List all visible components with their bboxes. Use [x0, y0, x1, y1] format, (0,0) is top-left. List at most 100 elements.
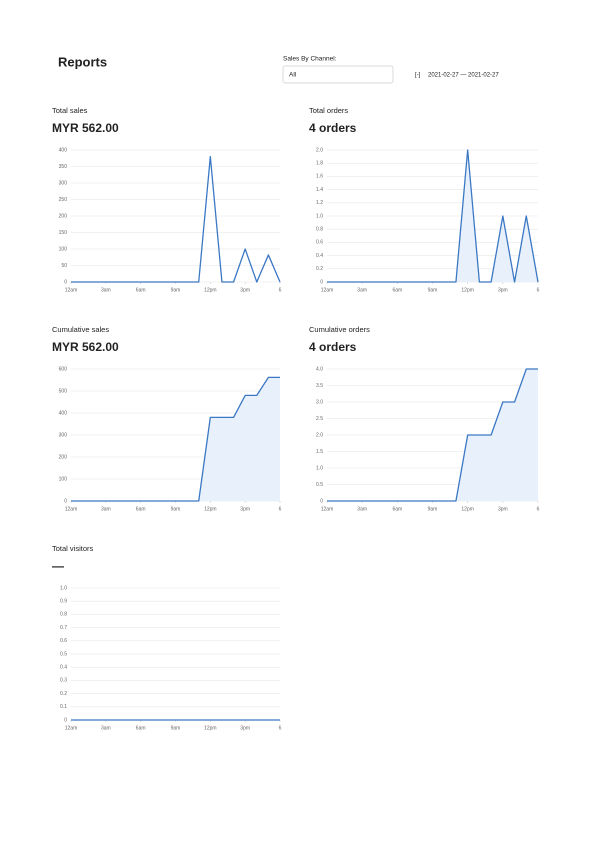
x-tick-label: 6: [279, 506, 282, 512]
x-tick-label: 6: [279, 725, 282, 731]
line: [327, 368, 538, 502]
y-tick-label: 400: [59, 147, 68, 153]
y-tick-label: 0.8: [60, 612, 67, 618]
y-tick-label: 0.5: [60, 651, 67, 657]
y-tick-label: 0.2: [60, 691, 67, 697]
y-tick-label: 100: [59, 476, 68, 482]
area: [71, 377, 280, 501]
x-tick-label: 3am: [357, 287, 367, 293]
x-tick-label: 12am: [321, 287, 334, 293]
date-range[interactable]: 2021-02-27 — 2021-02-27: [428, 73, 499, 79]
x-tick-label: 12pm: [204, 725, 217, 731]
x-tick-label: 3am: [101, 506, 111, 512]
x-tick-label: 6am: [392, 287, 402, 293]
x-tick-label: 6am: [136, 725, 146, 731]
filter-label: Sales By Channel:: [283, 56, 337, 63]
y-tick-label: 200: [59, 454, 68, 460]
y-tick-label: 0.7: [60, 625, 67, 631]
date-icon[interactable]: [-]: [415, 73, 421, 79]
x-tick-label: 9am: [171, 287, 181, 293]
y-tick-label: 1.0: [316, 465, 323, 471]
x-tick-label: 12am: [65, 725, 78, 731]
x-tick-label: 12pm: [204, 506, 217, 512]
x-tick-label: 12am: [321, 506, 334, 512]
y-tick-label: 500: [59, 388, 68, 394]
chart-summary: 4 orders: [309, 340, 357, 354]
y-tick-label: 2.0: [316, 147, 323, 153]
x-tick-label: 6: [279, 287, 282, 293]
chart-title: Total visitors: [52, 544, 94, 553]
x-tick-label: 3am: [101, 725, 111, 731]
y-tick-label: 300: [59, 432, 68, 438]
chart-summary: 4 orders: [309, 121, 357, 135]
y-tick-label: 300: [59, 180, 68, 186]
y-tick-label: 400: [59, 410, 68, 416]
x-tick-label: 3pm: [498, 506, 508, 512]
y-tick-label: 1.0: [316, 213, 323, 219]
chart-summary: MYR 562.00: [52, 340, 119, 354]
y-tick-label: 1.2: [316, 200, 323, 206]
x-tick-label: 12pm: [204, 287, 217, 293]
chart-title: Total sales: [52, 106, 88, 115]
x-tick-label: 9am: [428, 287, 438, 293]
y-tick-label: 0: [320, 498, 323, 504]
x-tick-label: 3am: [357, 506, 367, 512]
y-tick-label: 1.8: [316, 161, 323, 167]
y-tick-label: 0: [320, 279, 323, 285]
line: [327, 149, 539, 283]
y-tick-label: 600: [59, 366, 68, 372]
x-tick-label: 9am: [171, 506, 181, 512]
x-tick-label: 3am: [101, 287, 111, 293]
y-tick-label: 0.5: [316, 482, 323, 488]
x-tick-label: 3pm: [498, 287, 508, 293]
y-tick-label: 1.0: [60, 585, 67, 591]
y-tick-label: 0: [64, 279, 67, 285]
y-tick-label: 0.9: [60, 599, 67, 605]
y-tick-label: 150: [59, 230, 68, 236]
y-tick-label: 4.0: [316, 366, 323, 372]
page-title: Reports: [58, 54, 107, 69]
chart-summary: —: [52, 559, 64, 573]
line: [71, 376, 280, 502]
select-value: All: [289, 72, 297, 79]
y-tick-label: 0.6: [316, 240, 323, 246]
x-tick-label: 12am: [65, 506, 78, 512]
y-tick-label: 1.6: [316, 174, 323, 180]
y-tick-label: 0.6: [60, 638, 67, 644]
x-tick-label: 6am: [136, 287, 146, 293]
y-tick-label: 350: [59, 164, 68, 170]
channel-select[interactable]: [282, 65, 394, 84]
x-tick-label: 3pm: [240, 506, 250, 512]
y-tick-label: 200: [59, 213, 68, 219]
x-tick-label: 6: [537, 287, 540, 293]
x-tick-label: 6am: [136, 506, 146, 512]
chart-title: Cumulative orders: [309, 325, 370, 334]
y-tick-label: 100: [59, 246, 68, 252]
area: [327, 369, 538, 501]
y-tick-label: 250: [59, 197, 68, 203]
y-tick-label: 3.0: [316, 399, 323, 405]
chart-summary: MYR 562.00: [52, 121, 119, 135]
y-tick-label: 2.5: [316, 416, 323, 422]
x-tick-label: 12am: [65, 287, 78, 293]
y-tick-label: 0.2: [316, 266, 323, 272]
x-tick-label: 12pm: [461, 506, 474, 512]
chart-title: Cumulative sales: [52, 325, 109, 334]
y-tick-label: 0.4: [316, 253, 323, 259]
y-tick-label: 0.3: [60, 678, 67, 684]
y-tick-label: 50: [61, 263, 67, 269]
x-tick-label: 12pm: [461, 287, 474, 293]
y-tick-label: 0: [64, 717, 67, 723]
line: [71, 155, 281, 283]
y-tick-label: 0.8: [316, 227, 323, 233]
y-tick-label: 0.4: [60, 665, 67, 671]
x-tick-label: 6: [537, 506, 540, 512]
chart-title: Total orders: [309, 106, 348, 115]
y-tick-label: 2.0: [316, 432, 323, 438]
x-tick-label: 9am: [171, 725, 181, 731]
y-tick-label: 3.5: [316, 383, 323, 389]
y-tick-label: 1.5: [316, 449, 323, 455]
y-tick-label: 0: [64, 498, 67, 504]
x-tick-label: 6am: [392, 506, 402, 512]
